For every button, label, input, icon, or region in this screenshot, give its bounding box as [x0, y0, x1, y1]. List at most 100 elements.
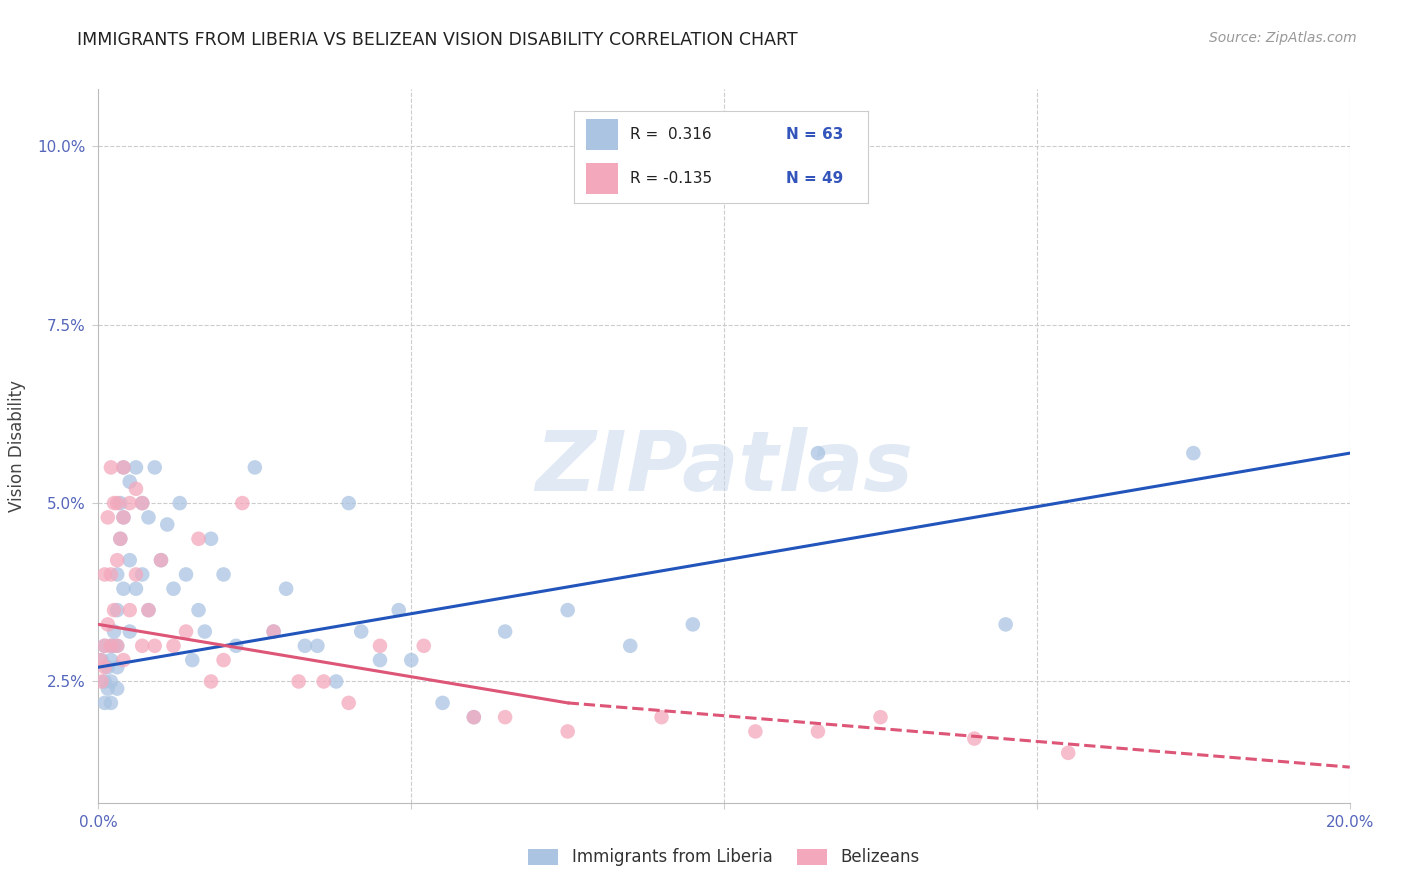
Point — [103, 496, 125, 510]
Point — [337, 496, 360, 510]
Point — [138, 603, 160, 617]
Point — [110, 496, 132, 510]
Point — [388, 603, 411, 617]
Point — [807, 446, 830, 460]
Point — [100, 460, 122, 475]
Point — [110, 532, 132, 546]
Point — [93, 567, 115, 582]
Text: IMMIGRANTS FROM LIBERIA VS BELIZEAN VISION DISABILITY CORRELATION CHART: IMMIGRANTS FROM LIBERIA VS BELIZEAN VISI… — [77, 31, 799, 49]
Point — [118, 553, 141, 567]
Point — [181, 653, 204, 667]
Point — [97, 617, 120, 632]
Point — [869, 710, 891, 724]
Point — [432, 696, 454, 710]
Point — [118, 496, 141, 510]
Point — [97, 660, 120, 674]
Point — [463, 710, 485, 724]
Point — [118, 624, 141, 639]
Point — [103, 639, 125, 653]
Text: Source: ZipAtlas.com: Source: ZipAtlas.com — [1209, 31, 1357, 45]
Point — [412, 639, 434, 653]
Point — [187, 532, 209, 546]
Point — [337, 696, 360, 710]
Point — [93, 639, 115, 653]
Point — [93, 639, 115, 653]
Point — [243, 460, 266, 475]
Point — [325, 674, 347, 689]
Point — [194, 624, 217, 639]
Point — [494, 710, 516, 724]
Point — [112, 653, 135, 667]
Point — [994, 617, 1017, 632]
Point — [89, 653, 111, 667]
Point — [143, 639, 166, 653]
Point — [131, 496, 153, 510]
Point — [125, 567, 148, 582]
Point — [112, 460, 135, 475]
Point — [963, 731, 986, 746]
Point — [231, 496, 253, 510]
Point — [100, 639, 122, 653]
Point — [225, 639, 247, 653]
Point — [138, 510, 160, 524]
Point — [103, 603, 125, 617]
Point — [212, 567, 235, 582]
Point — [100, 696, 122, 710]
Point — [90, 653, 112, 667]
Point — [494, 624, 516, 639]
Point — [131, 567, 153, 582]
Point — [162, 639, 184, 653]
Point — [105, 639, 128, 653]
Point — [1182, 446, 1205, 460]
Y-axis label: Vision Disability: Vision Disability — [8, 380, 27, 512]
Point — [110, 532, 132, 546]
Point — [368, 639, 391, 653]
Point — [307, 639, 329, 653]
Point — [1057, 746, 1080, 760]
Point — [312, 674, 335, 689]
Point — [118, 603, 141, 617]
Point — [200, 532, 222, 546]
Point — [90, 674, 112, 689]
Point — [619, 639, 641, 653]
Point — [169, 496, 191, 510]
Point — [93, 660, 115, 674]
Point — [125, 582, 148, 596]
Point — [93, 696, 115, 710]
Point — [131, 496, 153, 510]
Point — [274, 582, 298, 596]
Point — [112, 582, 135, 596]
Point — [100, 674, 122, 689]
Point — [174, 567, 197, 582]
Point — [112, 460, 135, 475]
Point — [150, 553, 173, 567]
Point — [557, 603, 579, 617]
Point — [212, 653, 235, 667]
Point — [105, 603, 128, 617]
Point — [112, 510, 135, 524]
Point — [156, 517, 179, 532]
Point — [650, 710, 672, 724]
Point — [100, 639, 122, 653]
Point — [105, 639, 128, 653]
Point — [105, 660, 128, 674]
Point — [131, 639, 153, 653]
Point — [125, 460, 148, 475]
Point — [97, 510, 120, 524]
Point — [112, 510, 135, 524]
Point — [143, 460, 166, 475]
Point — [263, 624, 285, 639]
Point — [187, 603, 209, 617]
Point — [105, 553, 128, 567]
Point — [105, 567, 128, 582]
Point — [118, 475, 141, 489]
Point — [557, 724, 579, 739]
Text: ZIPatlas: ZIPatlas — [536, 427, 912, 508]
Legend: Immigrants from Liberia, Belizeans: Immigrants from Liberia, Belizeans — [522, 842, 927, 873]
Point — [138, 603, 160, 617]
Point — [463, 710, 485, 724]
Point — [174, 624, 197, 639]
Point — [97, 681, 120, 696]
Point — [263, 624, 285, 639]
Point — [807, 724, 830, 739]
